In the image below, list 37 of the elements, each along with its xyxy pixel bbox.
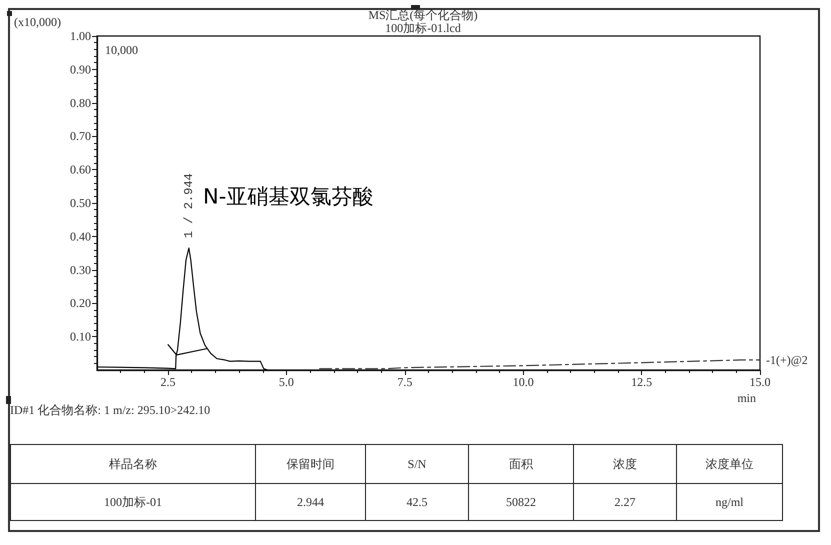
x-tick-label: 2.5 (160, 375, 176, 389)
annotation: 1 / 2.944 (182, 173, 196, 238)
annotation: -1(+)@2 (766, 352, 808, 367)
chart-subtitle: 100加标-01.lcd (385, 21, 461, 35)
text: 100加标-01 (10, 484, 256, 520)
y-tick-label: 0.60 (70, 162, 91, 177)
x-axis-title: min (737, 391, 756, 405)
text: ID#1 化合物名称: 1 m/z: 295.10>242.10 (10, 403, 210, 417)
category-label: 保留时间 (256, 444, 366, 484)
text: ng/ml (676, 484, 782, 520)
y-tick-label: 0.50 (70, 196, 91, 210)
x-tick-label: 10.0 (512, 375, 534, 389)
category-label: S/N (366, 444, 468, 484)
category-label: 浓度 (574, 444, 676, 484)
category-label: 浓度单位 (676, 444, 782, 484)
chart-title: MS汇总(每个化合物) (368, 8, 478, 22)
y-axis-title: (x10,000) (14, 15, 61, 29)
text: 2.27 (574, 484, 676, 520)
y-tick-label: 0.80 (70, 96, 91, 110)
category-label: 样品名称 (10, 444, 256, 484)
y-tick-label: 0.30 (70, 262, 91, 277)
x-tick-label: 5.0 (278, 375, 294, 389)
y-tick-label: 0.10 (70, 330, 91, 344)
x-tick-label: 15.0 (750, 375, 770, 389)
text: 50822 (468, 484, 574, 520)
category-label: 面积 (468, 444, 574, 484)
annotation: N-亚硝基双氯芬酸 (203, 184, 374, 208)
x-tick-label: 12.5 (631, 375, 652, 389)
y-tick-label: 0.70 (70, 129, 91, 144)
text: 42.5 (366, 484, 468, 520)
annotation: 10,000 (105, 43, 138, 57)
text: 2.944 (256, 484, 366, 520)
y-tick-label: 0.40 (70, 229, 91, 244)
y-tick-label: 0.90 (70, 62, 91, 76)
y-tick-label: 1.00 (70, 29, 91, 43)
x-tick-label: 7.5 (397, 375, 412, 389)
y-tick-label: 0.20 (70, 296, 91, 310)
